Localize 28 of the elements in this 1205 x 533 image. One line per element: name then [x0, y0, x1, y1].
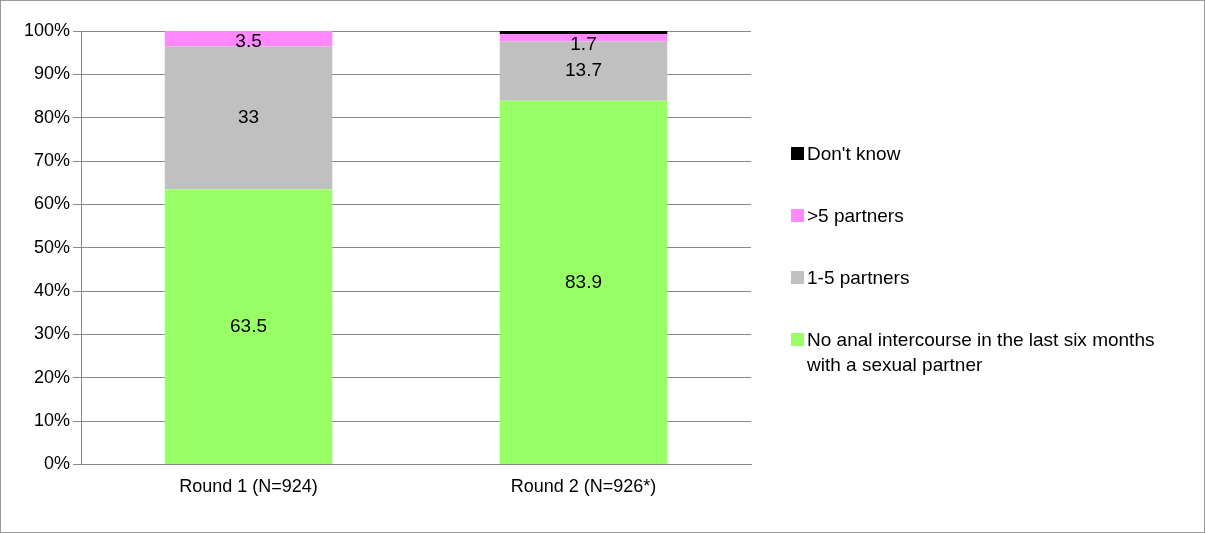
bar — [164, 46, 333, 190]
legend-label: Don't know — [807, 142, 901, 166]
bar — [499, 31, 668, 35]
y-tick-label: 20% — [34, 366, 71, 387]
legend-label: No anal intercourse in the last six months with a sexual partner — [807, 328, 1156, 377]
data-label: 33 — [237, 105, 260, 127]
y-tick-label: 90% — [34, 63, 71, 84]
x-tick-label: Round 1 (N=924) — [179, 476, 318, 497]
bar — [164, 189, 333, 464]
y-tick-label: 30% — [34, 323, 71, 344]
data-label: 83.9 — [565, 270, 602, 292]
y-tick-label: 70% — [34, 149, 71, 170]
bar — [499, 100, 668, 464]
data-label: 63.5 — [230, 314, 268, 336]
bar — [164, 31, 333, 47]
data-label: 1.7 — [570, 32, 597, 54]
legend-label: >5 partners — [807, 204, 904, 228]
data-label: 13.7 — [565, 59, 602, 81]
y-tick-label: 10% — [34, 410, 71, 431]
x-tick-label: Round 2 (N=926*) — [510, 476, 657, 497]
y-tick-label: 40% — [34, 280, 71, 301]
legend-label: 1-5 partners — [807, 266, 910, 290]
data-label: 3.5 — [235, 29, 262, 51]
y-tick-label: 100% — [23, 19, 71, 40]
y-tick-label: 60% — [34, 193, 71, 214]
y-tick-label: 50% — [34, 236, 71, 257]
y-tick-label: 80% — [34, 106, 71, 127]
y-tick-label: 0% — [44, 453, 71, 474]
